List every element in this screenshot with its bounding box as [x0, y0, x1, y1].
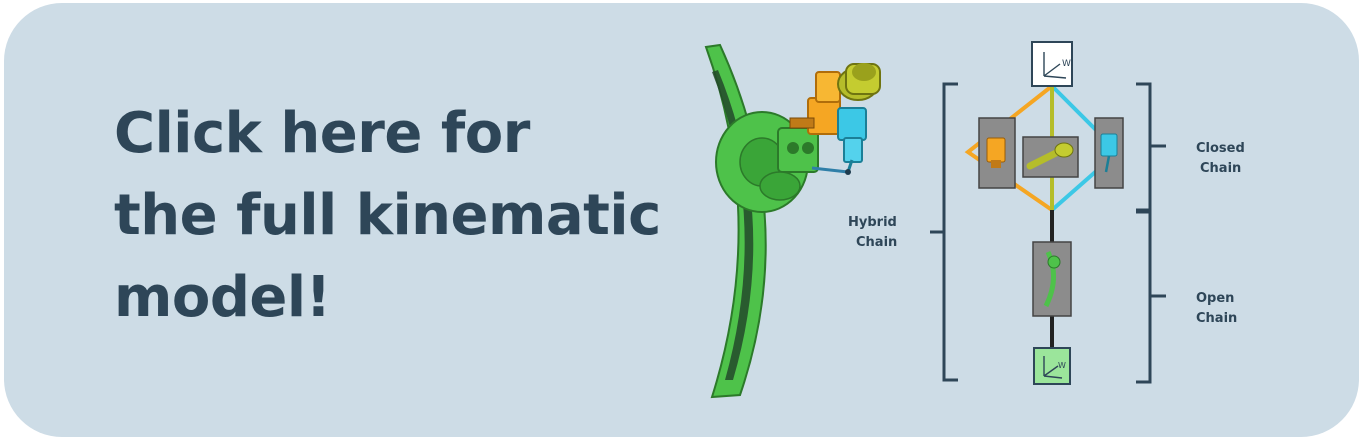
end-frame-label-bottom: W — [1058, 361, 1066, 370]
hybrid-chain-label-line1: Hybrid — [848, 215, 897, 230]
end-frame-node-bottom: W — [1033, 347, 1071, 385]
olive-actuator-part — [837, 63, 881, 101]
hybrid-chain-label-line2: Chain — [856, 235, 897, 250]
kinematic-model-banner-link[interactable]: Click here for the full kinematic model! — [4, 3, 1359, 437]
world-frame-node-top: W — [1031, 41, 1073, 87]
call-to-action-heading: Click here for the full kinematic model! — [114, 93, 661, 339]
kinematic-graph-diagram: W W — [848, 41, 1245, 385]
cyan-actuator-part — [837, 107, 867, 173]
cta-line-3: model! — [114, 265, 331, 330]
closed-chain-label-line1: Closed — [1196, 141, 1245, 156]
open-chain-label-line2: Chain — [1196, 311, 1237, 326]
open-chain-bracket — [1136, 210, 1152, 384]
cta-line-2: the full kinematic — [114, 183, 661, 248]
node-cyan-actuator — [1094, 117, 1124, 189]
green-base-part — [715, 111, 819, 213]
node-green-rail — [1032, 241, 1072, 317]
node-olive-actuator — [1022, 136, 1079, 178]
closed-chain-bracket — [1136, 82, 1152, 212]
closed-chain-label-line2: Chain — [1200, 161, 1241, 176]
robot-render-image — [704, 43, 881, 399]
world-frame-label-top: W — [1062, 59, 1071, 69]
hybrid-chain-bracket — [942, 82, 958, 382]
node-orange-actuator — [978, 117, 1016, 189]
orange-actuator-part — [789, 71, 841, 135]
edge-orange — [964, 84, 1054, 212]
cta-line-1: Click here for — [114, 101, 530, 166]
open-chain-label-line1: Open — [1196, 291, 1234, 306]
